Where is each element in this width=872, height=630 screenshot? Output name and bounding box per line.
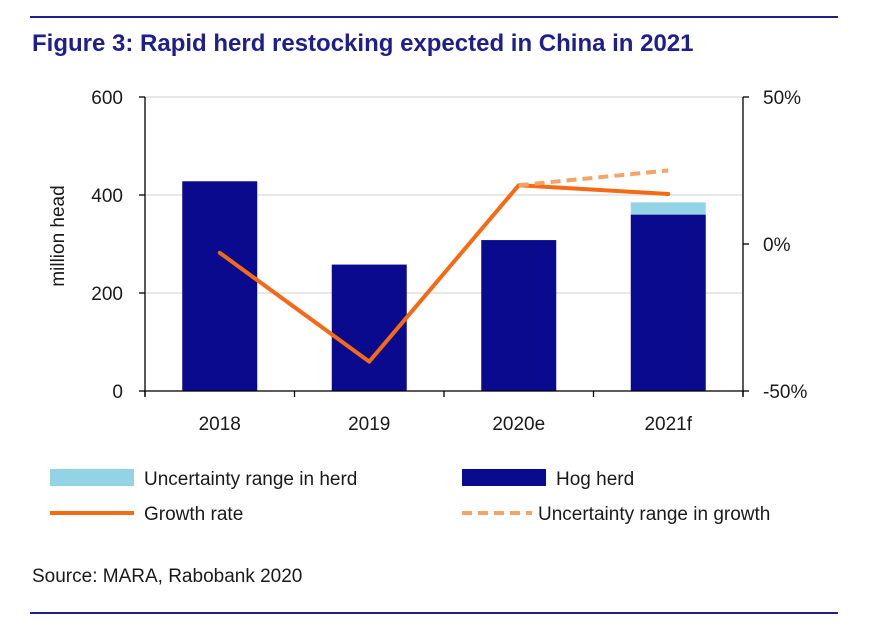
legend-label: Uncertainty range in growth [538, 504, 770, 525]
y-tick-label-right: 0% [763, 235, 791, 256]
y-tick-label-left: 0 [112, 382, 123, 403]
bar-uncertainty-herd [630, 202, 706, 215]
bottom-rule [30, 612, 838, 614]
y-tick-label-left: 400 [91, 186, 123, 207]
x-tick-label: 2021f [644, 414, 692, 435]
x-tick-label: 2020e [492, 414, 545, 435]
top-rule [30, 16, 838, 18]
source-note: Source: MARA, Rabobank 2020 [32, 566, 303, 587]
bar-hog-herd [182, 181, 258, 391]
bar-hog-herd [630, 214, 706, 391]
legend-label: Growth rate [144, 504, 243, 525]
legend-label: Hog herd [556, 469, 634, 490]
legend-swatch [50, 469, 134, 486]
line-growth-rate [217, 183, 671, 364]
y-tick-label-right: 50% [763, 88, 801, 109]
x-tick-label: 2019 [348, 414, 390, 435]
line-uncertainty-growth [518, 168, 669, 188]
legend-swatch [462, 469, 546, 486]
x-tick-label: 2018 [199, 414, 241, 435]
y-tick-label-right: -50% [763, 382, 807, 403]
bar-hog-herd [331, 264, 407, 391]
y-tick-label-left: 200 [91, 284, 123, 305]
bar-hog-herd [481, 240, 557, 391]
figure-title: Figure 3: Rapid herd restocking expected… [32, 30, 694, 57]
y-axis-title: million head [48, 185, 69, 286]
y-tick-label-left: 600 [91, 88, 123, 109]
legend-label: Uncertainty range in herd [144, 469, 357, 490]
